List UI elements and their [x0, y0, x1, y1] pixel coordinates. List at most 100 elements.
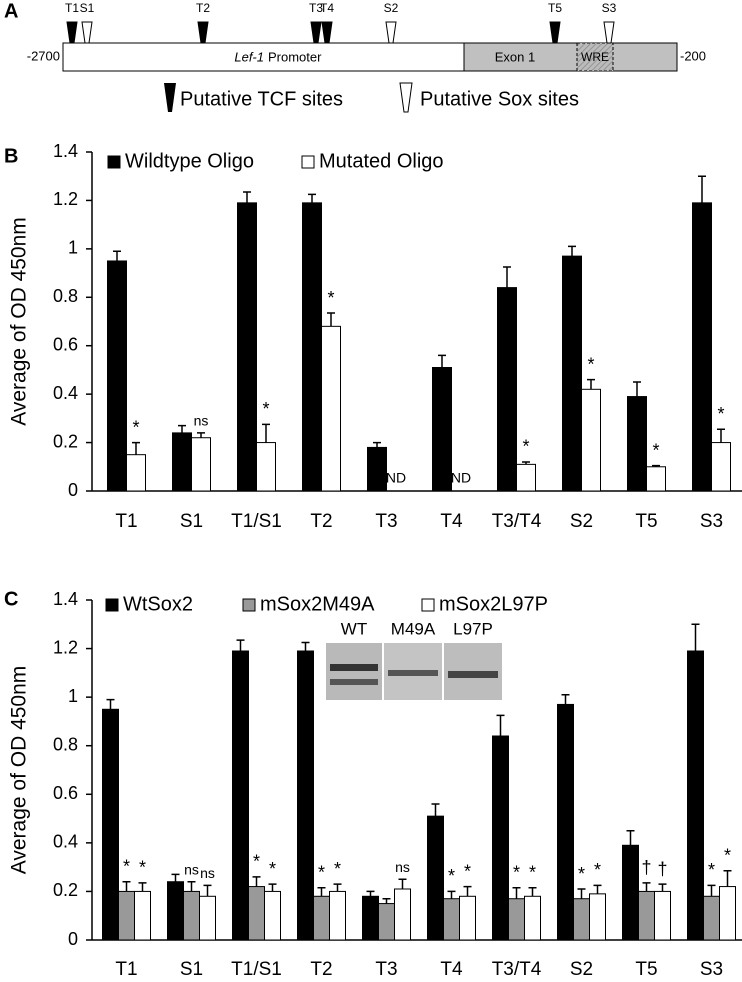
error-bar: [252, 876, 261, 887]
y-tick-label: 0: [68, 480, 78, 500]
legend-swatch: [105, 598, 119, 612]
error-bar: [106, 698, 115, 710]
bar: [107, 260, 127, 492]
western-blot: [326, 643, 502, 700]
x-tick-label: T5: [635, 511, 657, 532]
error-bar: [626, 829, 635, 846]
error-bar: [308, 193, 316, 203]
tcf-site: [549, 21, 561, 44]
y-tick-label: 0.2: [53, 431, 78, 451]
error-bar: [463, 885, 472, 897]
tcf-site: [66, 21, 78, 44]
x-tick-label: T2: [310, 511, 332, 532]
significance-label: *: [123, 856, 130, 876]
y-tick-label: 1.2: [53, 189, 78, 209]
bar: [573, 898, 590, 941]
site-label: S1: [80, 1, 95, 15]
significance-label: *: [464, 861, 471, 881]
site-label: S2: [384, 1, 399, 15]
error-bar: [301, 641, 310, 651]
significance-label: *: [318, 863, 325, 883]
significance-label: *: [448, 866, 455, 886]
x-tick-label: T4: [440, 959, 463, 980]
significance-label: *: [724, 846, 731, 866]
bar: [134, 890, 151, 941]
error-bar: [717, 428, 725, 443]
error-bar: [512, 887, 521, 899]
tcf-site: [197, 21, 209, 44]
x-tick-label: T3/T4: [492, 511, 542, 532]
error-bar: [243, 191, 251, 203]
error-bar: [178, 424, 186, 433]
y-tick-label: 0: [68, 929, 78, 949]
x-tick-label: T1/S1: [231, 511, 282, 532]
significance-label: *: [652, 440, 659, 460]
bar: [191, 437, 211, 492]
error-bar: [138, 882, 147, 892]
x-tick-label: T2: [310, 959, 332, 980]
wre-box: [576, 42, 614, 72]
bar: [427, 815, 444, 941]
panel-label: B: [4, 145, 18, 167]
bar: [118, 890, 135, 941]
legend-label: WtSox2: [123, 593, 193, 615]
x-tick-label: T3: [375, 511, 397, 532]
bar: [443, 898, 460, 941]
x-tick-label: S2: [570, 511, 593, 532]
legend-label: mSox2L97P: [439, 593, 548, 615]
x-tick-label: S1: [180, 959, 203, 980]
x-tick-label: S2: [570, 959, 593, 980]
x-tick-label: S3: [700, 959, 723, 980]
error-bar: [561, 693, 570, 705]
bar: [654, 890, 671, 941]
x-tick-label: T1: [115, 959, 137, 980]
y-tick-label: 1.2: [53, 637, 78, 657]
bar: [367, 446, 387, 492]
error-bar: [203, 884, 212, 897]
error-bar: [633, 381, 641, 397]
exon-box: [463, 42, 678, 72]
bar: [102, 708, 119, 941]
error-bar: [366, 890, 375, 897]
significance-label: ns: [194, 413, 209, 429]
site-label: T1: [65, 1, 79, 15]
significance-label: *: [132, 417, 139, 437]
error-bar: [236, 639, 245, 651]
bar: [516, 463, 536, 492]
start-label: -2700: [27, 48, 60, 63]
bar: [492, 735, 509, 941]
panel-label: C: [4, 588, 18, 610]
error-bar: [522, 461, 530, 465]
y-tick-label: 0.4: [53, 832, 78, 852]
bar: [432, 367, 452, 492]
significance-label: *: [513, 863, 520, 883]
significance-label: *: [717, 404, 724, 424]
bar: [232, 650, 249, 941]
error-bar: [171, 873, 180, 882]
promoter-box: [62, 42, 465, 72]
error-bar: [577, 888, 586, 899]
significance-label: *: [334, 859, 341, 879]
bar: [497, 287, 517, 492]
error-bar: [587, 378, 595, 390]
tcf-site: [321, 21, 333, 44]
legend-label: Putative TCF sites: [180, 88, 343, 110]
wre-label: WRE: [581, 50, 609, 64]
error-bar: [496, 714, 505, 736]
bar: [302, 202, 322, 492]
bar: [264, 890, 281, 941]
panel-label: A: [4, 0, 18, 22]
error-bar: [113, 250, 121, 261]
y-tick-label: 0.2: [53, 880, 78, 900]
significance-label: ns: [395, 859, 410, 875]
y-axis-title: Average of OD 450nm: [8, 666, 31, 875]
bar: [459, 895, 476, 941]
y-tick-label: 0.4: [53, 383, 78, 403]
sox-site: [385, 21, 397, 44]
x-tick-label: T3: [375, 959, 397, 980]
error-bar: [723, 870, 732, 887]
bar: [646, 466, 666, 492]
y-tick-label: 1: [68, 686, 78, 706]
legend-swatch: [107, 155, 121, 169]
inset-label: L97P: [453, 619, 493, 638]
